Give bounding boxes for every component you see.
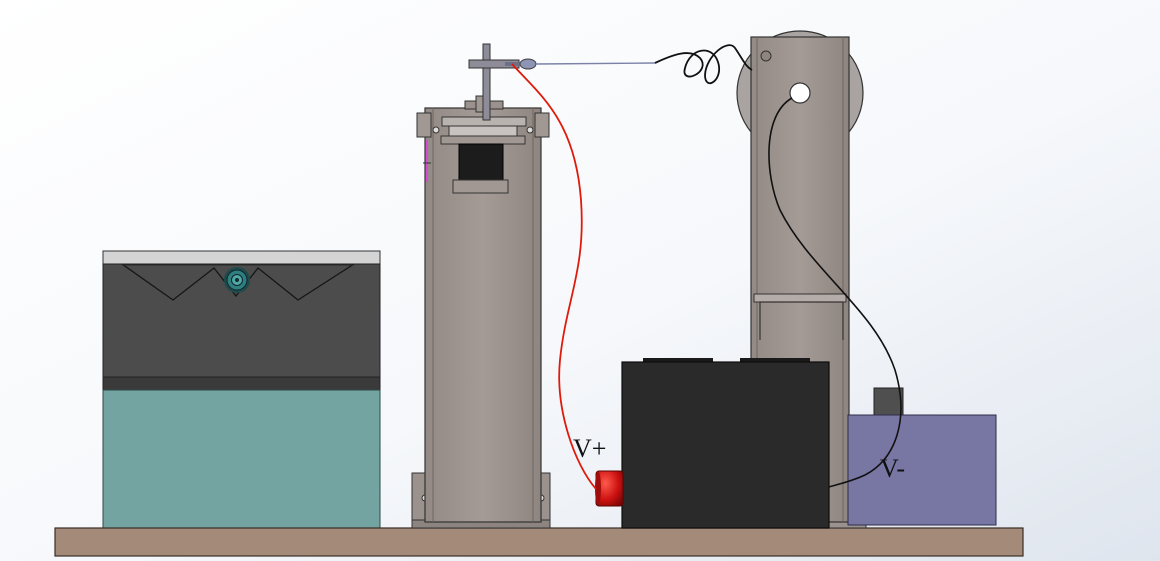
black-box-tab-left: [643, 358, 713, 364]
black-wire-coil: [654, 44, 753, 84]
left-column: [411, 43, 551, 529]
column-bracket-arms: [759, 301, 844, 340]
base-plate: [54, 527, 1024, 557]
housing-separator: [102, 376, 381, 391]
clamp-plate: [448, 125, 518, 137]
purple-box-body: [847, 414, 997, 526]
filament-wire: [535, 62, 656, 65]
motor-mount: [452, 179, 509, 194]
purple-box: [847, 387, 997, 526]
black-box-tab-right: [740, 358, 810, 364]
motor-body: [458, 143, 504, 181]
column-ear-right: [534, 112, 550, 138]
red-terminal: [595, 470, 624, 507]
ear-hole-right: [526, 126, 534, 134]
black-box-body: [621, 361, 830, 529]
v-minus-label: V-: [880, 454, 905, 483]
holder-tip: [519, 58, 537, 70]
black-wire-lead: [768, 97, 902, 488]
column-bracket: [753, 293, 847, 303]
housing-lid: [102, 250, 381, 265]
column-ear-left: [416, 112, 432, 138]
red-terminal-face: [595, 471, 601, 505]
black-box: [621, 358, 830, 529]
left-housing: [102, 250, 381, 530]
pulley-hole: [789, 82, 811, 104]
purple-box-cap: [873, 387, 904, 417]
housing-v-groove: [121, 263, 355, 301]
clamp-lower-plate: [440, 135, 526, 145]
housing-fitting: [224, 267, 250, 293]
red-wire: [511, 63, 597, 490]
teal-block: [102, 389, 381, 530]
v-plus-label: V+: [573, 434, 606, 463]
t-rod-vertical: [482, 43, 491, 121]
column-bolt-hole: [760, 50, 772, 62]
wire-holder: [505, 58, 656, 70]
ear-hole-left: [432, 126, 440, 134]
